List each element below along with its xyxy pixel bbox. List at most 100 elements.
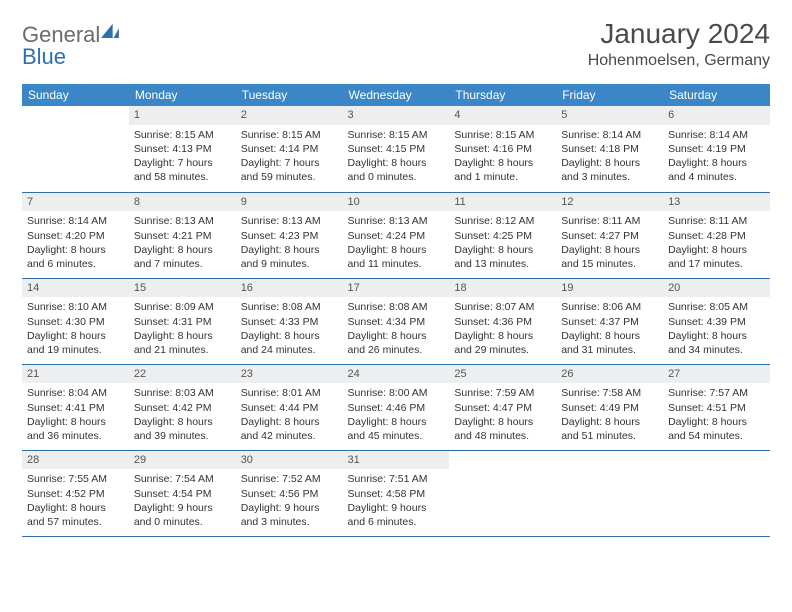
day-text: Sunrise: 8:14 AM Sunset: 4:19 PM Dayligh… xyxy=(663,125,770,189)
calendar-cell xyxy=(556,450,663,536)
day-number: 20 xyxy=(663,279,770,298)
day-text: Sunrise: 7:58 AM Sunset: 4:49 PM Dayligh… xyxy=(556,383,663,447)
day-text: Sunrise: 7:51 AM Sunset: 4:58 PM Dayligh… xyxy=(343,469,450,533)
day-text xyxy=(556,469,663,476)
day-number: 19 xyxy=(556,279,663,298)
calendar-cell: 12Sunrise: 8:11 AM Sunset: 4:27 PM Dayli… xyxy=(556,192,663,278)
day-number: 1 xyxy=(129,106,236,125)
day-number: 29 xyxy=(129,451,236,470)
calendar-cell: 9Sunrise: 8:13 AM Sunset: 4:23 PM Daylig… xyxy=(236,192,343,278)
calendar-table: Sunday Monday Tuesday Wednesday Thursday… xyxy=(22,84,770,537)
calendar-row: 14Sunrise: 8:10 AM Sunset: 4:30 PM Dayli… xyxy=(22,278,770,364)
calendar-row: 21Sunrise: 8:04 AM Sunset: 4:41 PM Dayli… xyxy=(22,364,770,450)
calendar-cell: 21Sunrise: 8:04 AM Sunset: 4:41 PM Dayli… xyxy=(22,364,129,450)
logo-sail-icon xyxy=(101,22,119,42)
day-number: 13 xyxy=(663,193,770,212)
day-text: Sunrise: 8:03 AM Sunset: 4:42 PM Dayligh… xyxy=(129,383,236,447)
day-number: 31 xyxy=(343,451,450,470)
day-text: Sunrise: 8:11 AM Sunset: 4:28 PM Dayligh… xyxy=(663,211,770,275)
day-text: Sunrise: 8:13 AM Sunset: 4:24 PM Dayligh… xyxy=(343,211,450,275)
day-number: 11 xyxy=(449,193,556,212)
day-number: 15 xyxy=(129,279,236,298)
day-text: Sunrise: 7:59 AM Sunset: 4:47 PM Dayligh… xyxy=(449,383,556,447)
day-text: Sunrise: 8:13 AM Sunset: 4:21 PM Dayligh… xyxy=(129,211,236,275)
day-number: 14 xyxy=(22,279,129,298)
calendar-cell: 8Sunrise: 8:13 AM Sunset: 4:21 PM Daylig… xyxy=(129,192,236,278)
day-text: Sunrise: 7:57 AM Sunset: 4:51 PM Dayligh… xyxy=(663,383,770,447)
day-text: Sunrise: 8:07 AM Sunset: 4:36 PM Dayligh… xyxy=(449,297,556,361)
calendar-body: 1Sunrise: 8:15 AM Sunset: 4:13 PM Daylig… xyxy=(22,106,770,536)
day-number: 10 xyxy=(343,193,450,212)
day-text xyxy=(449,469,556,476)
day-text: Sunrise: 8:04 AM Sunset: 4:41 PM Dayligh… xyxy=(22,383,129,447)
day-number: 28 xyxy=(22,451,129,470)
day-text: Sunrise: 8:14 AM Sunset: 4:18 PM Dayligh… xyxy=(556,125,663,189)
calendar-cell: 24Sunrise: 8:00 AM Sunset: 4:46 PM Dayli… xyxy=(343,364,450,450)
day-number: 30 xyxy=(236,451,343,470)
calendar-cell: 5Sunrise: 8:14 AM Sunset: 4:18 PM Daylig… xyxy=(556,106,663,192)
location: Hohenmoelsen, Germany xyxy=(588,52,770,70)
calendar-row: 1Sunrise: 8:15 AM Sunset: 4:13 PM Daylig… xyxy=(22,106,770,192)
calendar-cell: 16Sunrise: 8:08 AM Sunset: 4:33 PM Dayli… xyxy=(236,278,343,364)
calendar-cell: 20Sunrise: 8:05 AM Sunset: 4:39 PM Dayli… xyxy=(663,278,770,364)
calendar-cell: 11Sunrise: 8:12 AM Sunset: 4:25 PM Dayli… xyxy=(449,192,556,278)
day-number: 21 xyxy=(22,365,129,384)
day-text: Sunrise: 8:15 AM Sunset: 4:14 PM Dayligh… xyxy=(236,125,343,189)
day-text: Sunrise: 8:10 AM Sunset: 4:30 PM Dayligh… xyxy=(22,297,129,361)
logo: GeneralBlue xyxy=(22,18,119,68)
day-text: Sunrise: 8:05 AM Sunset: 4:39 PM Dayligh… xyxy=(663,297,770,361)
weekday-header: Monday xyxy=(129,84,236,106)
weekday-header: Saturday xyxy=(663,84,770,106)
day-text: Sunrise: 8:00 AM Sunset: 4:46 PM Dayligh… xyxy=(343,383,450,447)
day-text: Sunrise: 7:55 AM Sunset: 4:52 PM Dayligh… xyxy=(22,469,129,533)
calendar-cell: 22Sunrise: 8:03 AM Sunset: 4:42 PM Dayli… xyxy=(129,364,236,450)
calendar-cell: 6Sunrise: 8:14 AM Sunset: 4:19 PM Daylig… xyxy=(663,106,770,192)
calendar-cell xyxy=(663,450,770,536)
day-text: Sunrise: 8:09 AM Sunset: 4:31 PM Dayligh… xyxy=(129,297,236,361)
day-number: 4 xyxy=(449,106,556,125)
calendar-page: GeneralBlue January 2024 Hohenmoelsen, G… xyxy=(0,0,792,555)
weekday-header: Sunday xyxy=(22,84,129,106)
day-number: 22 xyxy=(129,365,236,384)
calendar-cell: 1Sunrise: 8:15 AM Sunset: 4:13 PM Daylig… xyxy=(129,106,236,192)
calendar-cell: 25Sunrise: 7:59 AM Sunset: 4:47 PM Dayli… xyxy=(449,364,556,450)
calendar-cell: 30Sunrise: 7:52 AM Sunset: 4:56 PM Dayli… xyxy=(236,450,343,536)
day-text: Sunrise: 8:15 AM Sunset: 4:13 PM Dayligh… xyxy=(129,125,236,189)
logo-text-blue: Blue xyxy=(22,44,66,69)
day-text: Sunrise: 8:14 AM Sunset: 4:20 PM Dayligh… xyxy=(22,211,129,275)
calendar-cell: 29Sunrise: 7:54 AM Sunset: 4:54 PM Dayli… xyxy=(129,450,236,536)
day-text xyxy=(663,469,770,476)
day-text: Sunrise: 8:13 AM Sunset: 4:23 PM Dayligh… xyxy=(236,211,343,275)
calendar-cell: 23Sunrise: 8:01 AM Sunset: 4:44 PM Dayli… xyxy=(236,364,343,450)
day-number: 5 xyxy=(556,106,663,125)
weekday-header: Thursday xyxy=(449,84,556,106)
month-title: January 2024 xyxy=(588,18,770,50)
calendar-cell: 3Sunrise: 8:15 AM Sunset: 4:15 PM Daylig… xyxy=(343,106,450,192)
day-text: Sunrise: 8:08 AM Sunset: 4:33 PM Dayligh… xyxy=(236,297,343,361)
calendar-cell: 28Sunrise: 7:55 AM Sunset: 4:52 PM Dayli… xyxy=(22,450,129,536)
day-number: 2 xyxy=(236,106,343,125)
calendar-cell: 10Sunrise: 8:13 AM Sunset: 4:24 PM Dayli… xyxy=(343,192,450,278)
day-text: Sunrise: 8:06 AM Sunset: 4:37 PM Dayligh… xyxy=(556,297,663,361)
weekday-header-row: Sunday Monday Tuesday Wednesday Thursday… xyxy=(22,84,770,106)
calendar-cell: 27Sunrise: 7:57 AM Sunset: 4:51 PM Dayli… xyxy=(663,364,770,450)
day-number: 26 xyxy=(556,365,663,384)
header: GeneralBlue January 2024 Hohenmoelsen, G… xyxy=(22,18,770,70)
day-number: 17 xyxy=(343,279,450,298)
calendar-row: 7Sunrise: 8:14 AM Sunset: 4:20 PM Daylig… xyxy=(22,192,770,278)
title-block: January 2024 Hohenmoelsen, Germany xyxy=(588,18,770,70)
day-number: 25 xyxy=(449,365,556,384)
weekday-header: Friday xyxy=(556,84,663,106)
day-text: Sunrise: 8:08 AM Sunset: 4:34 PM Dayligh… xyxy=(343,297,450,361)
calendar-row: 28Sunrise: 7:55 AM Sunset: 4:52 PM Dayli… xyxy=(22,450,770,536)
day-text: Sunrise: 8:01 AM Sunset: 4:44 PM Dayligh… xyxy=(236,383,343,447)
calendar-cell xyxy=(22,106,129,192)
day-number: 16 xyxy=(236,279,343,298)
calendar-cell: 26Sunrise: 7:58 AM Sunset: 4:49 PM Dayli… xyxy=(556,364,663,450)
calendar-cell: 18Sunrise: 8:07 AM Sunset: 4:36 PM Dayli… xyxy=(449,278,556,364)
calendar-cell: 7Sunrise: 8:14 AM Sunset: 4:20 PM Daylig… xyxy=(22,192,129,278)
day-number: 3 xyxy=(343,106,450,125)
weekday-header: Wednesday xyxy=(343,84,450,106)
day-number: 7 xyxy=(22,193,129,212)
calendar-cell: 15Sunrise: 8:09 AM Sunset: 4:31 PM Dayli… xyxy=(129,278,236,364)
